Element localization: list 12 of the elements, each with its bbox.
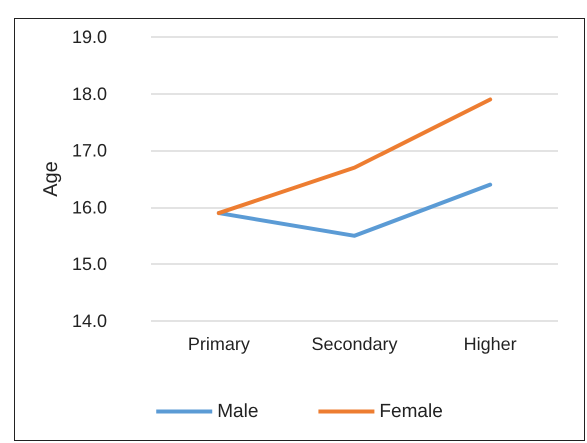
legend-label: Female bbox=[379, 401, 443, 422]
y-tick-label: 18.0 bbox=[72, 84, 107, 104]
y-axis-title: Age bbox=[40, 161, 62, 197]
legend-label: Male bbox=[217, 401, 258, 422]
y-tick-label: 16.0 bbox=[72, 197, 107, 218]
y-tick-label: 19.0 bbox=[72, 27, 107, 47]
x-tick-label: Higher bbox=[464, 334, 517, 354]
x-tick-label: Secondary bbox=[311, 334, 398, 354]
y-tick-label: 14.0 bbox=[72, 311, 107, 331]
y-tick-label: 17.0 bbox=[72, 140, 107, 161]
x-tick-label: Primary bbox=[188, 334, 250, 354]
y-tick-label: 15.0 bbox=[72, 254, 107, 274]
